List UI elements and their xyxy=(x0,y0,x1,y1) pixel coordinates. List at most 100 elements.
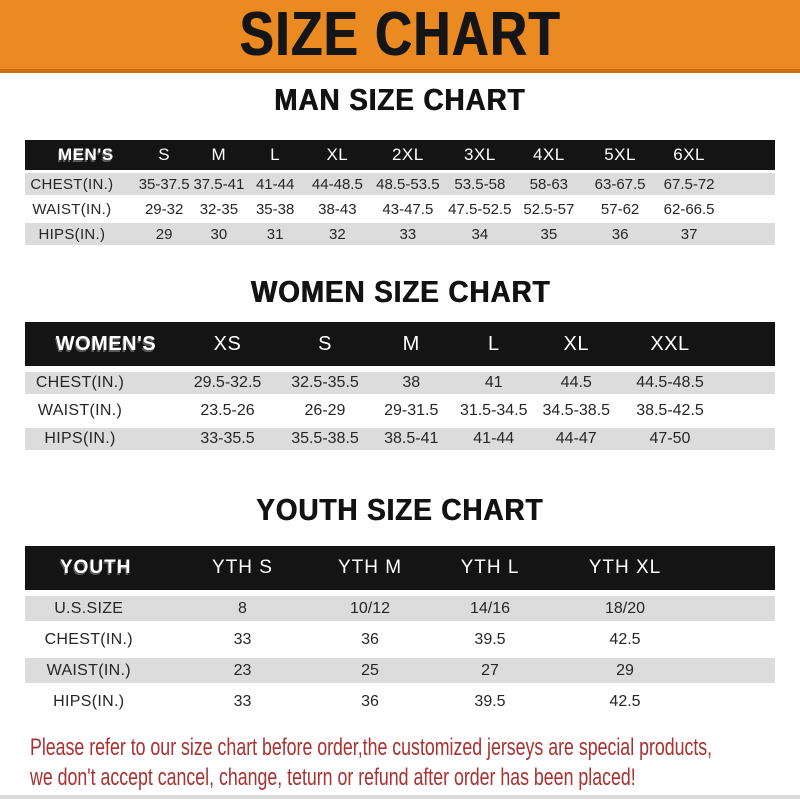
size-col-header: M xyxy=(191,140,247,170)
row-label: U.S.SIZE xyxy=(25,596,153,621)
measure-cell: 31 xyxy=(246,223,304,245)
measure-cell: 36 xyxy=(582,223,658,245)
man-hips-row: HIPS(IN.) 29 30 31 32 33 34 35 36 37 xyxy=(25,223,775,245)
measure-cell: 44-48.5 xyxy=(304,173,371,195)
size-col-header: L xyxy=(452,322,535,366)
women-header-row: WOMEN'S XS S M L XL XXL xyxy=(25,322,775,366)
measure-cell: 44.5-48.5 xyxy=(617,372,723,394)
spacer-cell xyxy=(677,546,775,590)
measure-cell: 25 xyxy=(332,658,408,683)
size-col-header: XL xyxy=(304,140,371,170)
man-chest-row: CHEST(IN.) 35-37.5 37.5-41 41-44 44-48.5… xyxy=(25,173,775,195)
spacer-cell xyxy=(722,372,775,394)
row-label: HIPS(IN.) xyxy=(25,223,137,245)
measure-cell: 29 xyxy=(136,223,192,245)
banner: SIZE CHART xyxy=(0,0,800,73)
spacer-cell xyxy=(722,428,775,450)
measure-cell: 18/20 xyxy=(572,596,678,621)
women-section-heading: WOMEN SIZE CHART xyxy=(0,276,800,309)
bottom-divider xyxy=(0,795,800,799)
man-header-row: MEN'S S M L XL 2XL 3XL 4XL 5XL 6XL xyxy=(25,140,775,170)
measure-cell: 41-44 xyxy=(246,173,304,195)
youth-heading-text: YOUTH SIZE CHART xyxy=(256,492,544,527)
measure-cell: 23.5-26 xyxy=(200,402,255,419)
spacer-cell xyxy=(720,140,775,170)
measure-cell: 35-37.5 xyxy=(136,173,192,195)
size-col-header: XXL xyxy=(617,322,723,366)
youth-header-row: YOUTH YTH S YTH M YTH L YTH XL xyxy=(25,546,775,590)
size-col-header: XL xyxy=(535,322,618,366)
row-label: WAIST(IN.) xyxy=(32,200,112,218)
row-label: WAIST(IN.) xyxy=(25,658,153,683)
youth-ussize-row: U.S.SIZE 8 10/12 14/16 18/20 xyxy=(25,596,775,621)
women-heading-text: WOMEN SIZE CHART xyxy=(250,274,550,309)
page-title: SIZE CHART xyxy=(239,0,561,69)
measure-cell: 10/12 xyxy=(332,596,408,621)
measure-cell: 44.5 xyxy=(535,372,618,394)
spacer-cell xyxy=(678,689,776,714)
measure-cell: 14/16 xyxy=(407,596,573,621)
measure-cell: 34.5-38.5 xyxy=(542,402,611,419)
youth-table-label: YOUTH xyxy=(25,546,153,590)
size-col-header: 4XL xyxy=(514,140,583,170)
women-table-label: WOMEN'S xyxy=(25,322,175,366)
size-col-header: 6XL xyxy=(657,140,721,170)
measure-cell: 36 xyxy=(361,630,379,648)
spacer-cell xyxy=(720,173,775,195)
measure-cell: 42.5 xyxy=(609,630,641,648)
measure-cell: 39.5 xyxy=(474,630,506,648)
measure-cell: 67.5-72 xyxy=(657,173,721,195)
measure-cell: 47.5-52.5 xyxy=(448,200,512,218)
spacer-cell xyxy=(720,223,775,245)
measure-cell: 27 xyxy=(407,658,573,683)
man-section-heading: MAN SIZE CHART xyxy=(0,84,800,117)
measure-cell: 62-66.5 xyxy=(663,200,715,218)
size-col-header: YTH XL xyxy=(572,546,678,590)
size-col-header: XS xyxy=(175,322,280,366)
measure-cell: 32 xyxy=(304,223,371,245)
size-col-header: 3XL xyxy=(444,140,515,170)
measure-cell: 48.5-53.5 xyxy=(370,173,445,195)
women-size-table: WOMEN'S XS S M L XL XXL CHEST(IN.) 29.5-… xyxy=(25,316,775,456)
measure-cell: 57-62 xyxy=(600,200,640,218)
size-col-header: S xyxy=(280,322,370,366)
measure-cell: 35 xyxy=(514,223,583,245)
measure-cell: 32-35 xyxy=(199,200,239,218)
spacer-cell xyxy=(722,322,775,366)
note-line-1: Please refer to our size chart before or… xyxy=(30,734,713,761)
women-chest-row: CHEST(IN.) 29.5-32.5 32.5-35.5 38 41 44.… xyxy=(25,372,775,394)
size-col-header: 2XL xyxy=(370,140,445,170)
row-label: CHEST(IN.) xyxy=(25,372,175,394)
measure-cell: 35.5-38.5 xyxy=(280,428,370,450)
measure-cell: 33-35.5 xyxy=(175,428,280,450)
spacer-cell xyxy=(721,198,775,220)
measure-cell: 29.5-32.5 xyxy=(175,372,280,394)
youth-size-table: YOUTH YTH S YTH M YTH L YTH XL U.S.SIZE … xyxy=(25,540,775,720)
measure-cell: 58-63 xyxy=(514,173,583,195)
measure-cell: 53.5-58 xyxy=(444,173,515,195)
order-note: Please refer to our size chart before or… xyxy=(30,733,796,793)
measure-cell: 36 xyxy=(361,692,379,710)
measure-cell: 52.5-57 xyxy=(523,200,575,218)
measure-cell: 38-43 xyxy=(318,200,357,218)
note-line-2: we don't accept cancel, change, teturn o… xyxy=(30,764,636,791)
size-col-header: YTH M xyxy=(332,546,408,590)
measure-cell: 38.5-42.5 xyxy=(636,402,704,419)
measure-cell: 29-31.5 xyxy=(384,402,439,419)
man-table-grid: MEN'S S M L XL 2XL 3XL 4XL 5XL 6XL CHEST… xyxy=(25,137,775,248)
measure-cell: 29-32 xyxy=(144,200,184,218)
measure-cell: 41 xyxy=(452,372,535,394)
measure-cell: 33 xyxy=(233,630,252,648)
size-col-header: YTH S xyxy=(152,546,333,590)
measure-cell: 63-67.5 xyxy=(582,173,658,195)
spacer-cell xyxy=(678,627,776,652)
measure-cell: 43-47.5 xyxy=(382,200,434,218)
measure-cell: 29 xyxy=(572,658,678,683)
measure-cell: 33 xyxy=(370,223,445,245)
size-col-header: M xyxy=(370,322,453,366)
women-waist-row: WAIST(IN.) 23.5-26 26-29 29-31.5 31.5-34… xyxy=(25,400,775,422)
row-label: HIPS(IN.) xyxy=(53,692,125,710)
measure-cell: 34 xyxy=(444,223,515,245)
row-label: CHEST(IN.) xyxy=(44,630,133,648)
